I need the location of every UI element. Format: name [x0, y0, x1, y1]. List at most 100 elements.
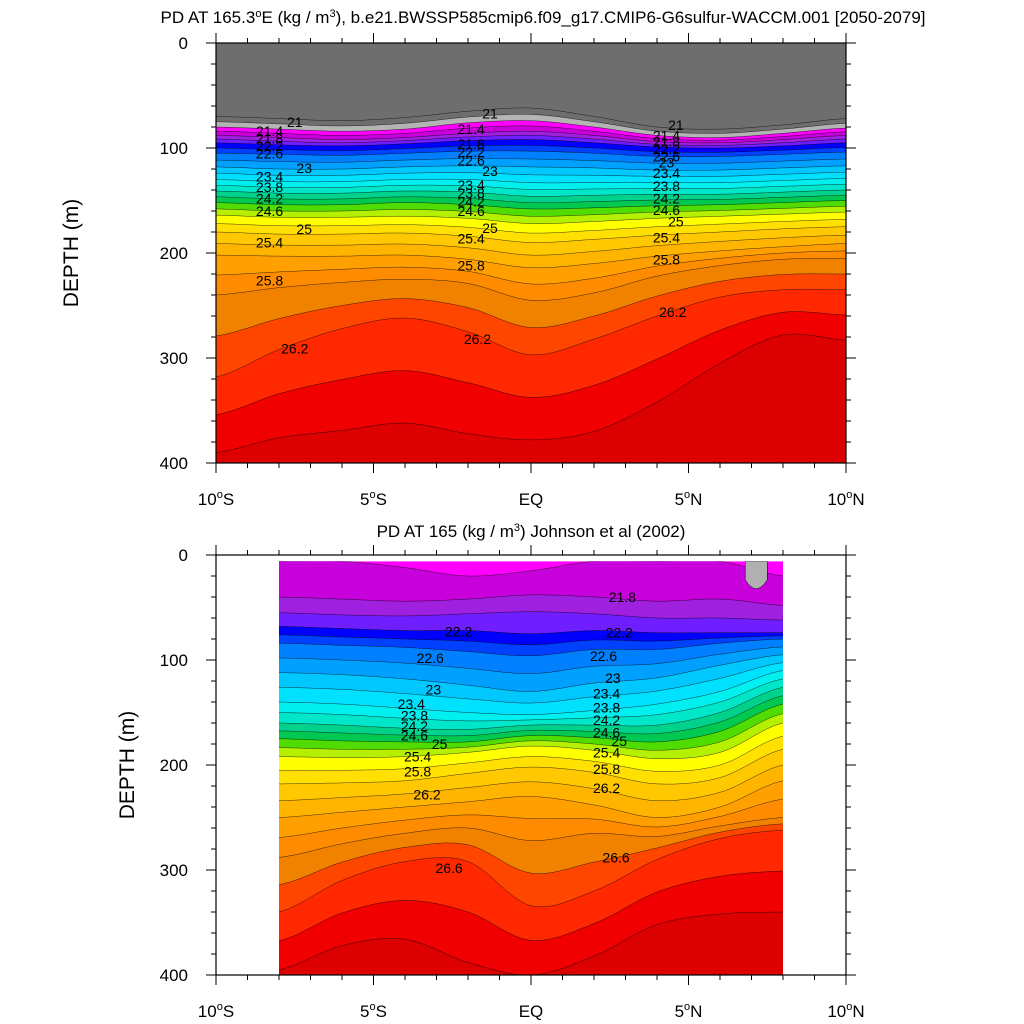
contour-label: 22.6 [653, 148, 680, 164]
isopycnal-26.2 [279, 829, 783, 913]
isopycnal-26.6 [216, 333, 846, 453]
contour-label: 25.4 [458, 230, 485, 246]
contour-label: 24.6 [401, 728, 428, 744]
isopycnal-23.8 [216, 189, 846, 197]
contour-label: 24.6 [256, 203, 283, 219]
isopycnal-26 [216, 273, 846, 337]
contour-label: 21.4 [653, 127, 680, 143]
isopycnal-22.8 [279, 646, 783, 674]
contour-label: 23.4 [458, 177, 485, 193]
isopycnal-24.8 [216, 219, 846, 234]
isopycnal-22.2 [279, 626, 783, 635]
contour-label: 21.8 [609, 589, 636, 605]
isopycnal-22.8 [216, 158, 846, 164]
contour-label: 23.8 [653, 178, 680, 194]
contour-label: 21 [287, 114, 303, 130]
isopycnal-24.4 [216, 206, 846, 217]
isopycnal-25.6 [279, 798, 783, 838]
y-tick-label: 200 [160, 756, 188, 775]
isopycnal-22.6 [279, 638, 783, 657]
contour-label: 23.4 [593, 686, 620, 702]
isopycnal-25.8 [279, 817, 783, 858]
contour-label: 25.8 [458, 258, 485, 274]
isopycnal-23.2 [216, 171, 846, 177]
contour-label: 25.4 [256, 235, 283, 251]
contour-label: 23.4 [256, 168, 283, 184]
contour-label: 23.8 [401, 708, 428, 724]
isopycnal-23.4 [216, 178, 846, 184]
contour-label: 25 [432, 736, 448, 752]
contour-label: 25 [296, 221, 312, 237]
contour-label: 24.2 [458, 194, 485, 210]
contour-label: 22.6 [590, 648, 617, 664]
isopycnal-26.2 [216, 288, 846, 378]
contour-label: 22.2 [606, 625, 633, 641]
y-axis-title: DEPTH (m) [116, 711, 139, 820]
isopycnal-24.6 [279, 722, 783, 760]
chart-title: PD AT 165 (kg / m3) Johnson et al (2002) [377, 522, 686, 541]
isopycnal-22 [279, 611, 783, 621]
isopycnal-21.6 [216, 125, 846, 141]
contour-label: 26.6 [435, 860, 462, 876]
patch-21.4 [744, 561, 768, 589]
contour-label: 24.6 [458, 203, 485, 219]
contour-label: 21.8 [653, 134, 680, 150]
contour-fills [279, 561, 783, 975]
ticks [206, 545, 856, 985]
y-tick-label: 0 [179, 34, 188, 53]
isopycnal-25.4 [216, 243, 846, 269]
contour-label: 25 [668, 214, 684, 230]
x-tick-label: 10oN [827, 1001, 864, 1021]
isopycnal-24.2 [216, 200, 846, 210]
contour-label: 24.6 [653, 202, 680, 218]
isopycnal-23.6 [216, 183, 846, 190]
contour-label: 25.8 [404, 763, 431, 779]
isopycnal-22.2 [216, 139, 846, 149]
y-tick-label: 100 [160, 651, 188, 670]
contour-label: 25.4 [593, 744, 620, 760]
contour-label: 22.2 [256, 138, 283, 154]
panel-1: 2121.421.822.222.62323.423.824.224.62525… [60, 8, 926, 509]
x-tick-label: 10oS [198, 489, 234, 509]
contour-fills [216, 43, 846, 463]
isopycnal-22.4 [279, 634, 783, 646]
contour-label: 26.2 [281, 341, 308, 357]
contour-label: 24.2 [401, 718, 428, 734]
contour-label: 22.6 [458, 153, 485, 169]
contour-label: 25 [611, 733, 627, 749]
contour-label: 23 [296, 160, 312, 176]
contour-label: 21.8 [458, 136, 485, 152]
contour-label: 22.6 [417, 650, 444, 666]
isopycnal-25.4 [279, 780, 783, 818]
contour-label: 25 [482, 220, 498, 236]
contour-label: 24.6 [593, 724, 620, 740]
fill-level-26.6 [216, 333, 846, 463]
panel-2: 21.822.2 22.222.6 22.6232323.423.423.823.8… [116, 522, 865, 1021]
chart-title: PD AT 165.3oE (kg / m3), b.e21.BWSSP585c… [160, 8, 925, 27]
isopycnal-24.8 [279, 735, 783, 772]
isopycnal-25 [216, 226, 846, 243]
isopycnal-22.6 [216, 150, 846, 157]
x-tick-label: 5oN [675, 1001, 703, 1021]
isopycnal-26 [279, 823, 783, 885]
isopycnal-23.8 [279, 687, 783, 730]
isopycnal-22 [216, 135, 846, 146]
x-tick-label: EQ [519, 490, 544, 509]
contour-label: 25.4 [404, 749, 431, 765]
y-tick-label: 400 [160, 966, 188, 985]
isopycnal-21.8 [216, 130, 846, 144]
contour-label: 23 [605, 670, 621, 686]
isopycnal-21.8 [279, 594, 783, 606]
isopycnal-22.4 [216, 144, 846, 153]
contour-label: 25.8 [593, 761, 620, 777]
y-tick-label: 200 [160, 244, 188, 263]
isopycnal-23.2 [279, 662, 783, 704]
x-tick-label: 5oN [675, 489, 703, 509]
y-axis-title: DEPTH (m) [60, 199, 83, 308]
contour-label: 23.8 [256, 179, 283, 195]
isopycnal-21.2 [216, 113, 846, 134]
isopycnal-24 [216, 195, 846, 203]
contour-label: 25.8 [653, 251, 680, 267]
isopycnal-21 [216, 107, 846, 130]
x-tick-label: EQ [519, 1002, 544, 1021]
